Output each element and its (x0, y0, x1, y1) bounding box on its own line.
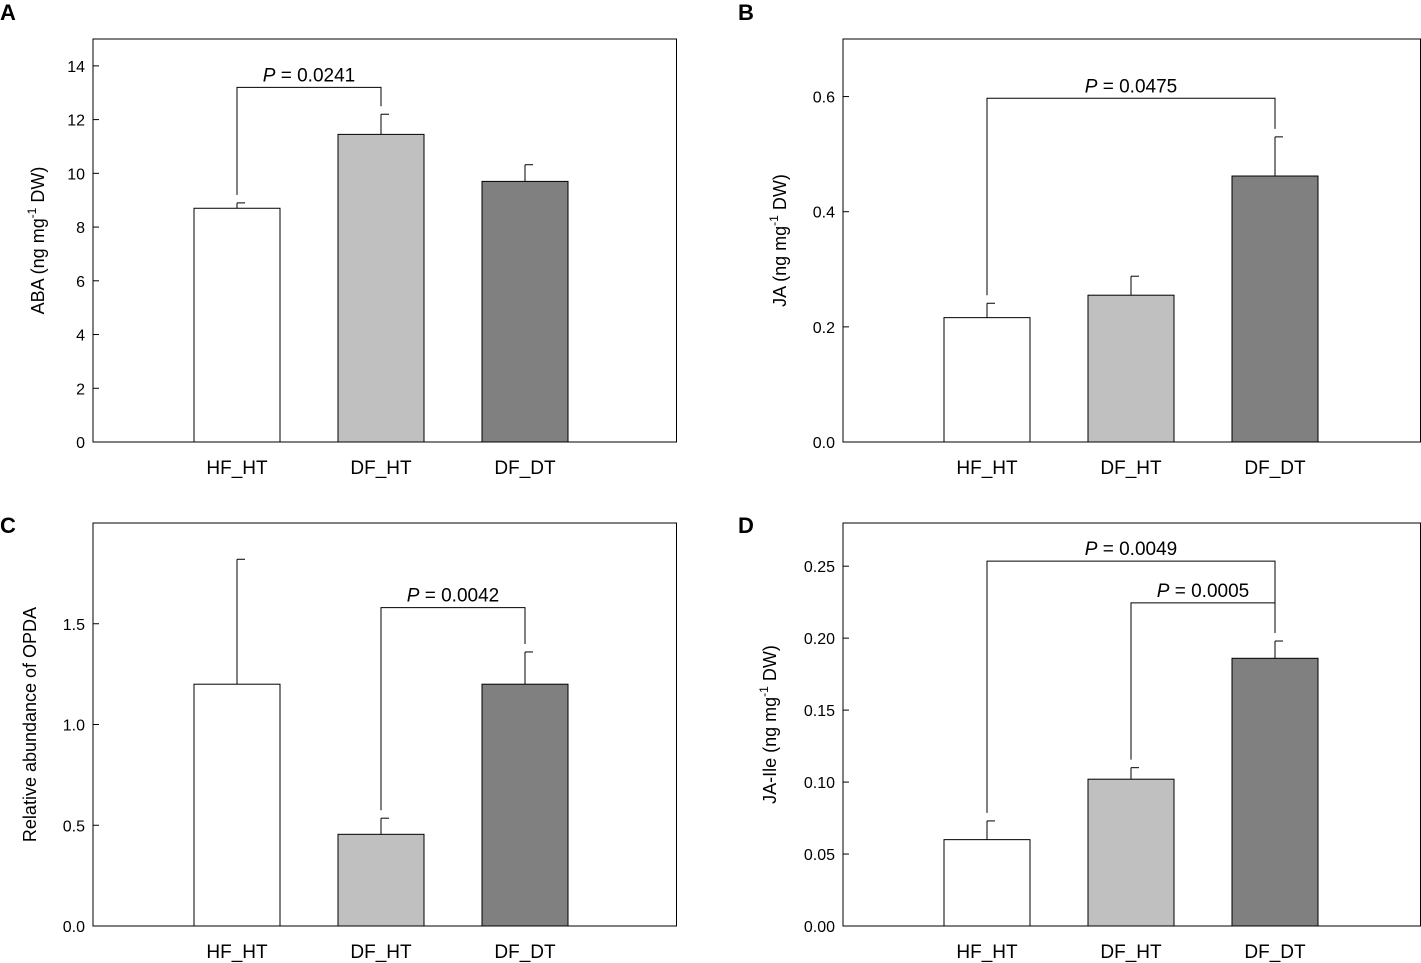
panel-c-y-axis-title: Relative abundance of OPDA (20, 607, 40, 842)
panel-d-bar-hf_ht (943, 839, 1031, 927)
panel-c-ytick-label: 1.0 (63, 718, 85, 735)
panel-c-bar-df_dt (481, 683, 569, 927)
panel-d-ytick-label: 0.00 (804, 919, 835, 936)
panel-c-significance-bracket (380, 607, 526, 811)
panel-b-ytick-label: 0.6 (813, 90, 835, 107)
panel-b-p-value-label: P = 0.0475 (1085, 76, 1177, 97)
panel-d-p-value-label: P = 0.0049 (1085, 539, 1177, 560)
panel-b-ytick-label: 0.4 (813, 205, 835, 222)
panel-a-ytick-label: 0 (76, 435, 85, 452)
panel-c-category-label: DF_HT (350, 942, 412, 963)
panel-a: A 0 2 4 6 8 10 12 14 ABA (ng mg-1 DW) HF_HT DF_HT D… (0, 0, 677, 479)
panel-d-significance-bracket (1130, 602, 1276, 760)
panel-d-p-value-label: P = 0.0005 (1157, 581, 1249, 602)
panel-d-ytick-label: 0.15 (804, 703, 835, 720)
panel-d-ytick-label: 0.10 (804, 775, 835, 792)
panel-label-d: D (738, 513, 754, 538)
panel-b-category-label: DF_DT (1244, 458, 1306, 479)
panel-a-bar-df_dt (481, 180, 569, 443)
panel-c-ytick-label: 0.0 (63, 919, 85, 936)
panel-d-ytick-label: 0.25 (804, 559, 835, 576)
panel-b-category-label: HF_HT (956, 458, 1018, 479)
panel-a-ytick-label: 2 (76, 381, 85, 398)
panel-d-bar-df_ht (1087, 778, 1175, 927)
panel-d-y-axis-title: JA-Ile (ng mg-1 DW) (757, 645, 780, 804)
panel-b-y-axis-title: JA (ng mg-1 DW) (767, 174, 790, 307)
panel-label-c: C (0, 513, 16, 538)
panel-d-significance-bracket (986, 560, 1276, 813)
panel-d: D 0.00 0.05 0.10 0.15 0.20 0.25 JA-Ile (ng mg-… (738, 513, 1421, 963)
panel-b-bar-df_ht (1087, 294, 1175, 443)
panel-c-bar-df_ht (337, 833, 425, 927)
panel-b: B 0.0 0.2 0.4 0.6 JA (ng mg-1 DW) HF_HT DF_HT D… (738, 0, 1421, 479)
panel-b-bar-hf_ht (943, 317, 1031, 443)
panel-c-bar-hf_ht (193, 683, 281, 927)
panel-d-ytick-label: 0.05 (804, 847, 835, 864)
panel-c: C 0.0 0.5 1.0 1.5 Relative abundance of OPDA… (0, 513, 677, 963)
panel-a-ytick-label: 14 (67, 59, 85, 76)
panel-b-category-label: DF_HT (1100, 458, 1162, 479)
panel-b-bar-df_dt (1231, 175, 1319, 443)
panel-d-bar-df_dt (1231, 657, 1319, 927)
panel-a-category-label: DF_HT (350, 458, 412, 479)
panel-a-ytick-label: 6 (76, 274, 85, 291)
panel-b-significance-bracket (986, 97, 1276, 296)
panel-a-significance-bracket (236, 86, 382, 195)
panel-a-ytick-label: 8 (76, 220, 85, 237)
panel-c-p-value-label: P = 0.0042 (407, 586, 499, 607)
panel-a-ytick-label: 4 (76, 328, 85, 345)
panel-d-category-label: HF_HT (956, 942, 1018, 963)
panel-label-b: B (738, 0, 754, 25)
panel-a-ytick-label: 10 (67, 166, 85, 183)
panel-a-bar-hf_ht (193, 207, 281, 443)
panel-b-ytick-label: 0.2 (813, 320, 835, 337)
panel-c-category-label: DF_DT (494, 942, 556, 963)
panel-c-ytick-label: 0.5 (63, 818, 85, 835)
panel-a-ytick-label: 12 (67, 113, 85, 130)
panel-d-category-label: DF_DT (1244, 942, 1306, 963)
panel-c-ytick-label: 1.5 (63, 617, 85, 634)
panel-d-ytick-label: 0.20 (804, 631, 835, 648)
panel-a-category-label: HF_HT (206, 458, 268, 479)
panel-d-category-label: DF_HT (1100, 942, 1162, 963)
panel-a-y-axis-title: ABA (ng mg-1 DW) (25, 167, 48, 315)
panel-a-bar-df_ht (337, 133, 425, 443)
panel-a-category-label: DF_DT (494, 458, 556, 479)
panel-label-a: A (0, 0, 16, 25)
panel-c-category-label: HF_HT (206, 942, 268, 963)
panel-a-p-value-label: P = 0.0241 (263, 65, 355, 86)
panel-b-ytick-label: 0.0 (813, 435, 835, 452)
